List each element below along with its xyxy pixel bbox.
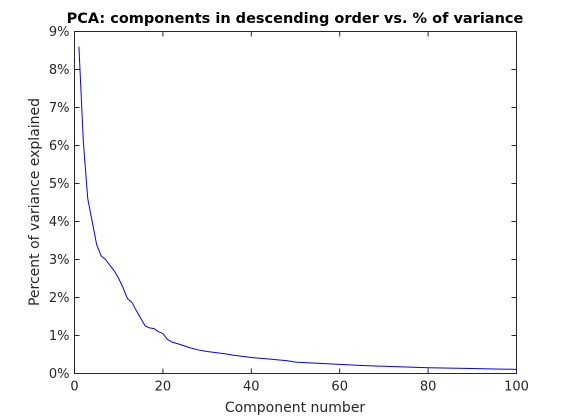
- y-tick-label: 9%: [49, 25, 70, 40]
- x-tick-label: 80: [420, 380, 437, 395]
- y-tick-label: 5%: [49, 177, 70, 192]
- x-tick-label: 100: [504, 380, 529, 395]
- axis-ticks: [74, 31, 517, 374]
- data-series: [78, 46, 517, 370]
- y-tick-label: 3%: [49, 253, 70, 268]
- x-axis-label: Component number: [225, 400, 366, 416]
- y-tick-label: 7%: [49, 101, 70, 116]
- y-tick-label: 0%: [49, 367, 70, 382]
- y-tick-label: 6%: [49, 139, 70, 154]
- y-tick-label: 2%: [49, 291, 70, 306]
- plot-axes: [74, 31, 517, 374]
- x-tick-label: 60: [331, 380, 348, 395]
- y-tick-label: 1%: [49, 329, 70, 344]
- x-tick-label: 20: [155, 380, 172, 395]
- plot-frame: [74, 31, 517, 374]
- variance-series-line: [78, 46, 517, 370]
- chart-title: PCA: components in descending order vs. …: [67, 11, 524, 27]
- y-tick-label: 4%: [49, 215, 70, 230]
- y-axis-label: Percent of variance explained: [27, 98, 43, 306]
- y-tick-label: 8%: [49, 63, 70, 78]
- tick-labels: 0 20 40 60 80 100 0% 1% 2% 3% 4% 5% 6% 7% 8% 9%: [49, 25, 529, 395]
- x-tick-label: 0: [70, 380, 78, 395]
- x-tick-label: 40: [243, 380, 260, 395]
